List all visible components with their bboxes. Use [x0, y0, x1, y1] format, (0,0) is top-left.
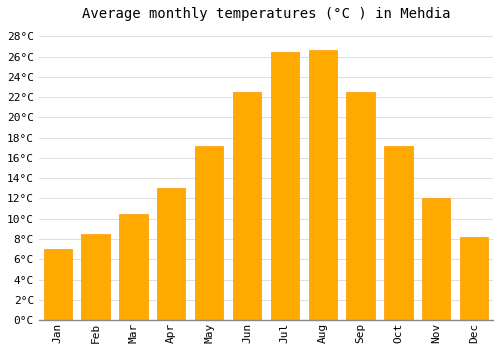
Title: Average monthly temperatures (°C ) in Mehdia: Average monthly temperatures (°C ) in Me…: [82, 7, 450, 21]
Bar: [346, 92, 375, 320]
Bar: [157, 188, 186, 320]
Bar: [44, 249, 72, 320]
Bar: [233, 92, 261, 320]
Bar: [119, 214, 148, 320]
Bar: [384, 146, 412, 320]
Bar: [422, 198, 450, 320]
Bar: [195, 146, 224, 320]
Bar: [460, 237, 488, 320]
Bar: [82, 234, 110, 320]
Bar: [270, 51, 299, 320]
Bar: [308, 50, 337, 320]
